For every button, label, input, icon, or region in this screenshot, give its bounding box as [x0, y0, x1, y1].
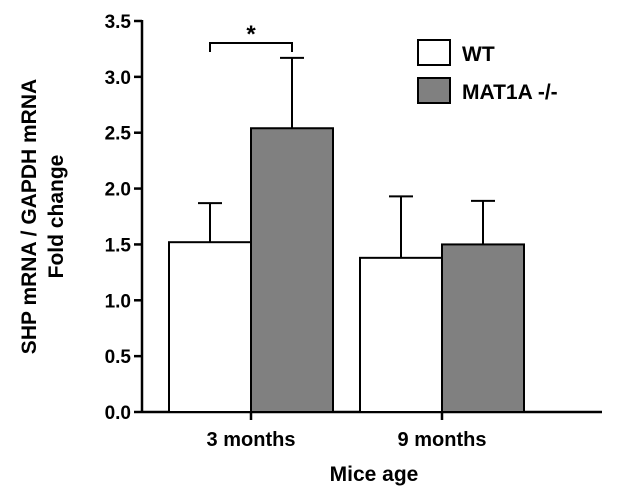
axis-titles: Mice age SHP mRNA / GAPDH mRNA Fold change — [18, 79, 418, 486]
x-axis-title: Mice age — [330, 463, 419, 486]
bar — [441, 243, 525, 413]
error-bars — [198, 56, 495, 258]
significance-marker: * — [246, 21, 256, 48]
y-tick-label: 3.0 — [105, 68, 131, 89]
chart-legend: WT MAT1A -/- — [417, 39, 558, 104]
y-tick-label: 1.5 — [105, 235, 132, 256]
bar — [359, 256, 443, 413]
y-tick-label: 0.0 — [105, 403, 131, 424]
legend-swatch — [417, 77, 451, 104]
significance-bracket — [209, 42, 293, 52]
legend-label: MAT1A -/- — [462, 81, 558, 104]
legend-swatch — [417, 39, 451, 66]
y-tick-label: 1.0 — [105, 291, 131, 312]
bar — [250, 127, 334, 413]
y-axis-title-line1: SHP mRNA / GAPDH mRNA — [18, 79, 41, 354]
y-tick-label: 0.5 — [105, 347, 132, 368]
y-tick-label: 2.5 — [105, 124, 132, 145]
chart-bars — [168, 127, 525, 413]
y-axis-title-line2: Fold change — [45, 155, 68, 279]
y-tick-label: 2.0 — [105, 180, 131, 201]
x-tick-label: 9 months — [398, 429, 487, 451]
x-tick-label: 3 months — [207, 429, 296, 451]
y-tick-label: 3.5 — [105, 12, 132, 33]
significance-annotation: * — [209, 21, 293, 52]
bar — [168, 241, 252, 413]
legend-label: WT — [462, 43, 495, 66]
